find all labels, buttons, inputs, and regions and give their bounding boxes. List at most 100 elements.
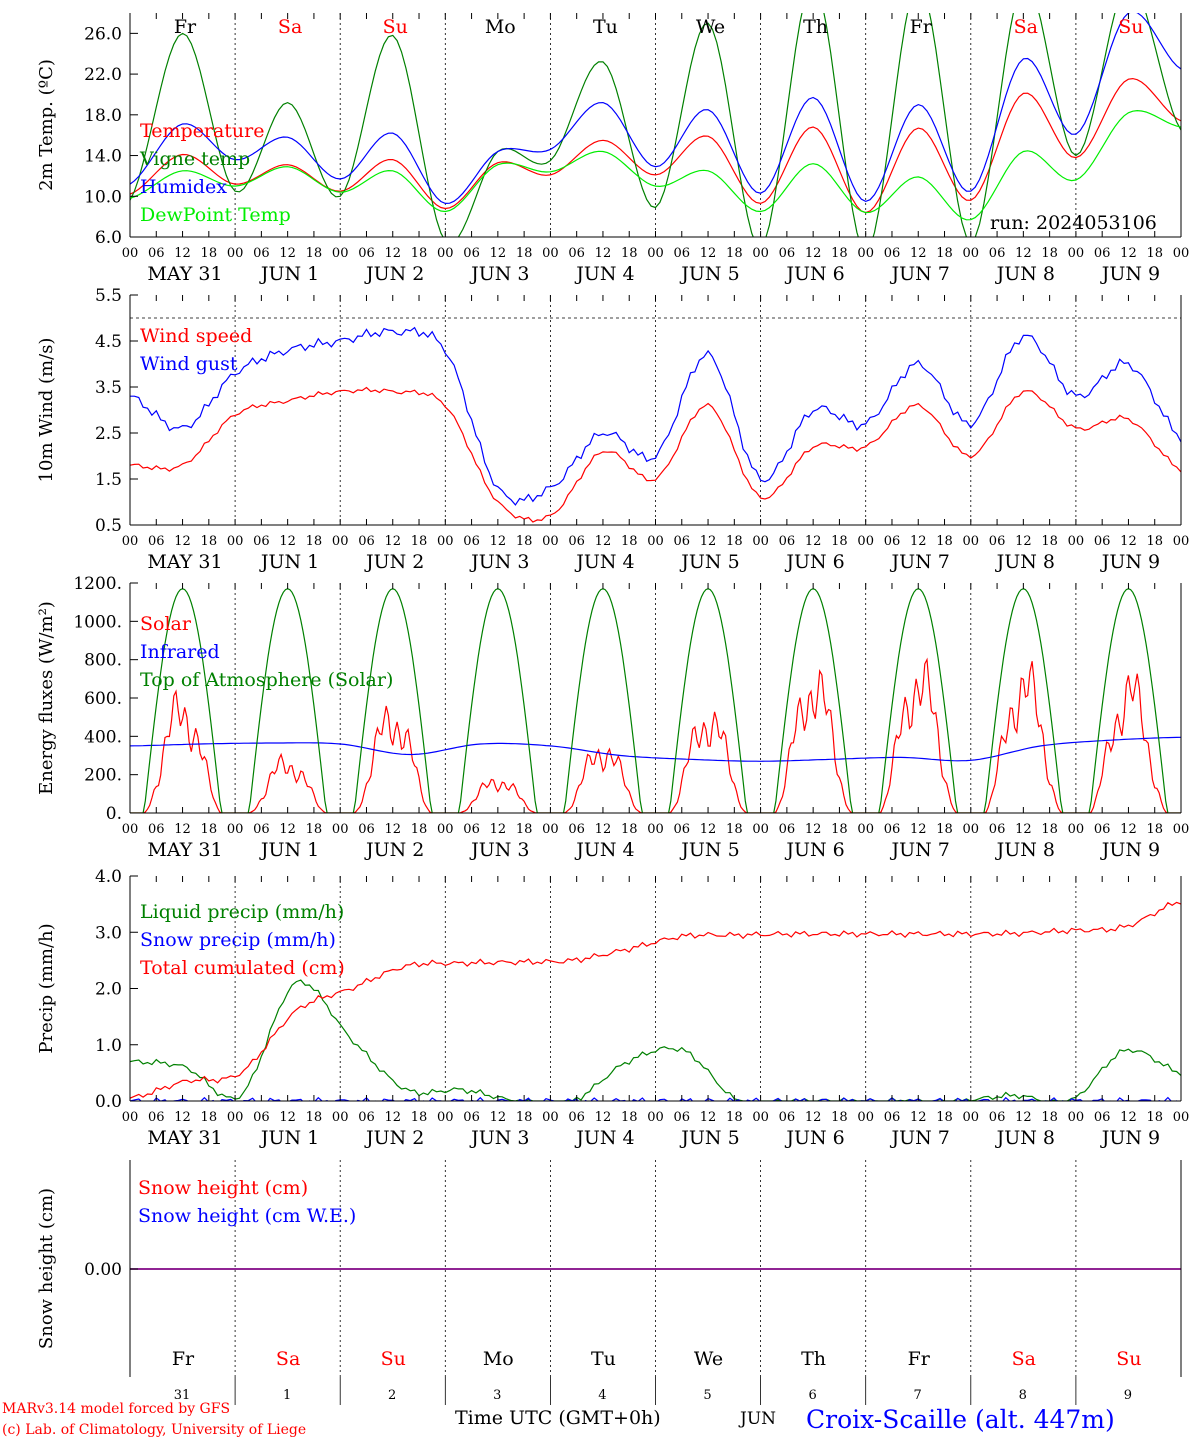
panel-2-ytick-label: 5.5 — [95, 286, 122, 306]
panel-4-hour-label: 12 — [805, 1110, 822, 1125]
panel-2-legend-1: Wind speed — [140, 325, 252, 347]
panel-4-series-1-line — [130, 979, 1181, 1101]
panel-5-ytick-label: 0.00 — [84, 1260, 122, 1280]
credit-line-1: MARv3.14 model forced by GFS — [2, 1401, 230, 1417]
day-number: 6 — [808, 1388, 816, 1403]
panel-1-ytick-label: 22.0 — [84, 65, 122, 85]
panel-4-hour-label: 18 — [936, 1110, 953, 1125]
panel-3-series-3-line — [130, 588, 1181, 813]
panel-2-hour-label: 12 — [490, 534, 507, 549]
panel-2-hour-label: 12 — [910, 534, 927, 549]
panel-1-series-group — [130, 13, 1181, 237]
panel-2-hour-label: 18 — [1041, 534, 1058, 549]
panel-1-hour-label: 12 — [700, 246, 717, 261]
panel-2-hour-label: 18 — [726, 534, 743, 549]
panel-4-hour-label: 06 — [253, 1110, 270, 1125]
panel-3-hour-label: 06 — [568, 822, 585, 837]
panel-1-date-label: MAY 31 — [147, 263, 222, 285]
panel-4-date-label: JUN 3 — [469, 1127, 529, 1149]
panel-4-hour-label: 00 — [963, 1110, 980, 1125]
panel-4-date-label: JUN 2 — [364, 1127, 424, 1149]
panel-1-hour-label: 12 — [279, 246, 296, 261]
panel-2-hour-label: 18 — [1146, 534, 1163, 549]
panel-1-hour-label: 18 — [1146, 246, 1163, 261]
day-number: 5 — [703, 1388, 711, 1403]
panel-4-legend-3: Total cumulated (cm) — [140, 957, 345, 979]
panel-2-hour-label: 18 — [201, 534, 218, 549]
panel-2-hour-label: 06 — [358, 534, 375, 549]
panel-3-legend-1: Solar — [140, 613, 192, 635]
panel-4-hour-label: 18 — [516, 1110, 533, 1125]
panel-4-date-label: MAY 31 — [147, 1127, 222, 1149]
panel-1-hour-label: 12 — [174, 246, 191, 261]
panel-3-hour-label: 12 — [490, 822, 507, 837]
panel-5-legend-1: Snow height (cm) — [138, 1177, 308, 1199]
panel-1-hour-label: 18 — [621, 246, 638, 261]
panel-1-hour-label: 18 — [201, 246, 218, 261]
panel-3-legend-2: Infrared — [140, 641, 220, 663]
panel-4-series-group — [130, 901, 1181, 1101]
day-number: 2 — [388, 1388, 396, 1403]
panel-3-hour-label: 18 — [831, 822, 848, 837]
panel-3-hour-label: 00 — [647, 822, 664, 837]
panel-2-hour-label: 06 — [463, 534, 480, 549]
panel-2-date-label: JUN 1 — [259, 551, 319, 573]
day-name-bottom: Su — [381, 1348, 406, 1370]
panel-3-hour-label: 12 — [279, 822, 296, 837]
panel-2-hour-label: 06 — [253, 534, 270, 549]
day-number: 1 — [283, 1388, 291, 1403]
panel-2-date-label: JUN 2 — [364, 551, 424, 573]
xaxis-label: Time UTC (GMT+0h) — [455, 1407, 661, 1429]
panel-2-series-group — [130, 326, 1181, 523]
panel-3-hour-label: 12 — [1120, 822, 1137, 837]
panel-4-hour-label: 18 — [621, 1110, 638, 1125]
panel-1-hour-label: 06 — [779, 246, 796, 261]
day-name-bottom: Fr — [172, 1348, 195, 1370]
day-name-bottom: Tu — [591, 1348, 616, 1370]
panel-3-ylabel: Energy fluxes (W/m²) — [36, 601, 57, 795]
panel-2-hour-label: 12 — [700, 534, 717, 549]
panel-4-hour-label: 18 — [831, 1110, 848, 1125]
panel-2-date-label: JUN 8 — [995, 551, 1055, 573]
panel-3-hour-label: 06 — [884, 822, 901, 837]
panel-1-hour-label: 18 — [411, 246, 428, 261]
panel-2-hour-label: 00 — [857, 534, 874, 549]
day-name-bottom: Sa — [1012, 1348, 1036, 1370]
day-number: 3 — [493, 1388, 501, 1403]
panel-2-date-label: MAY 31 — [147, 551, 222, 573]
day-number: 8 — [1019, 1388, 1027, 1403]
day-name-bottom: Mo — [483, 1348, 514, 1370]
panel-1-hour-label: 18 — [516, 246, 533, 261]
panel-3-hour-label: 18 — [621, 822, 638, 837]
panel-4-hour-label: 06 — [463, 1110, 480, 1125]
panel-3-series-group — [130, 588, 1181, 813]
text-layer: run: 2024053106 MARv3.14 model forced by… — [2, 16, 1189, 1438]
run-label: run: 2024053106 — [990, 212, 1157, 234]
panel-3-ytick-label: 0. — [106, 804, 122, 824]
panel-4-hour-label: 06 — [989, 1110, 1006, 1125]
panel-2-date-label: JUN 4 — [574, 551, 634, 573]
panel-1-hour-label: 00 — [542, 246, 559, 261]
panel-3-hour-label: 00 — [1173, 822, 1190, 837]
panel-1-hour-label: 06 — [148, 246, 165, 261]
panel-1-hour-label: 12 — [595, 246, 612, 261]
day-name-top: Th — [803, 16, 828, 38]
panel-2-hour-label: 00 — [963, 534, 980, 549]
panel-3-hour-label: 00 — [963, 822, 980, 837]
panel-1-legend-4: DewPoint Temp — [140, 204, 291, 226]
panel-1-hour-label: 18 — [831, 246, 848, 261]
panel-1-hour-label: 18 — [726, 246, 743, 261]
panel-4-hour-label: 00 — [227, 1110, 244, 1125]
panel-4-ylabel: Precip (mm/h) — [36, 923, 57, 1053]
axes-layer — [129, 13, 1182, 1405]
panel-3-hour-label: 12 — [910, 822, 927, 837]
panel-2-hour-label: 12 — [1015, 534, 1032, 549]
panel-3-date-label: MAY 31 — [147, 839, 222, 861]
panel-3-date-label: JUN 4 — [574, 839, 634, 861]
panel-4-hour-label: 00 — [122, 1110, 139, 1125]
panel-2-hour-label: 18 — [306, 534, 323, 549]
panel-1-hour-label: 12 — [384, 246, 401, 261]
panel-3-date-label: JUN 5 — [679, 839, 739, 861]
panel-2-hour-label: 00 — [1173, 534, 1190, 549]
panel-2-hour-label: 18 — [621, 534, 638, 549]
